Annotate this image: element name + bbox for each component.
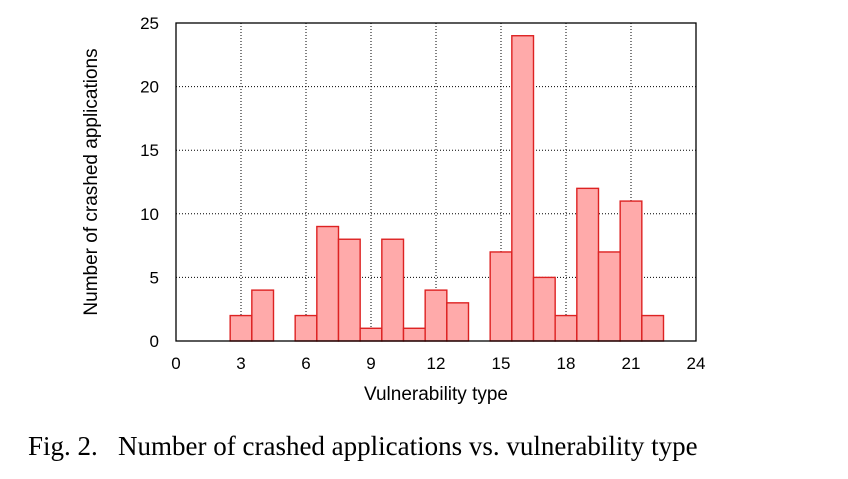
bar-type-13 (446, 302, 470, 342)
x-tick-label: 6 (301, 354, 310, 373)
x-tick-label: 12 (427, 354, 446, 373)
figure-caption: Fig. 2. Number of crashed applications v… (28, 431, 698, 461)
bar-type-18 (554, 314, 578, 342)
bar-type-17 (532, 276, 556, 342)
x-tick-label: 21 (622, 354, 641, 373)
bar-type-19 (576, 187, 600, 342)
bar-type-6 (294, 314, 318, 342)
bar-type-7 (316, 225, 340, 342)
x-tick-label: 15 (492, 354, 511, 373)
bar-type-22 (641, 314, 665, 342)
x-tick-label: 0 (171, 354, 180, 373)
y-tick-label: 10 (140, 205, 159, 224)
y-tick-labels: 0 5 10 15 20 25 (140, 14, 159, 351)
x-tick-label: 9 (366, 354, 375, 373)
x-tick-label: 24 (687, 354, 706, 373)
y-tick-label: 15 (140, 141, 159, 160)
bar-type-12 (424, 289, 448, 342)
bar-type-10 (381, 238, 405, 342)
plot-frame (175, 22, 697, 342)
y-tick-label: 20 (140, 78, 159, 97)
x-tick-labels: 0 3 6 9 12 15 18 21 24 (171, 354, 705, 373)
grid-lines (176, 23, 696, 341)
bar-type-21 (619, 200, 643, 342)
bar-type-9 (359, 327, 383, 342)
bars-group (229, 35, 665, 342)
y-axis-label: Number of crashed applications (81, 48, 102, 315)
bar-type-11 (402, 327, 426, 342)
x-tick-label: 18 (557, 354, 576, 373)
bar-type-4 (251, 289, 275, 342)
x-tick-label: 3 (236, 354, 245, 373)
bar-type-3 (229, 314, 253, 342)
y-tick-label: 25 (140, 14, 159, 33)
bar-type-16 (511, 35, 535, 342)
bar-type-8 (337, 238, 361, 342)
y-tick-label: 5 (150, 268, 159, 287)
bar-type-20 (597, 251, 621, 342)
y-tick-label: 0 (150, 332, 159, 351)
x-axis-label: Vulnerability type (364, 384, 508, 405)
bar-type-15 (489, 251, 513, 342)
